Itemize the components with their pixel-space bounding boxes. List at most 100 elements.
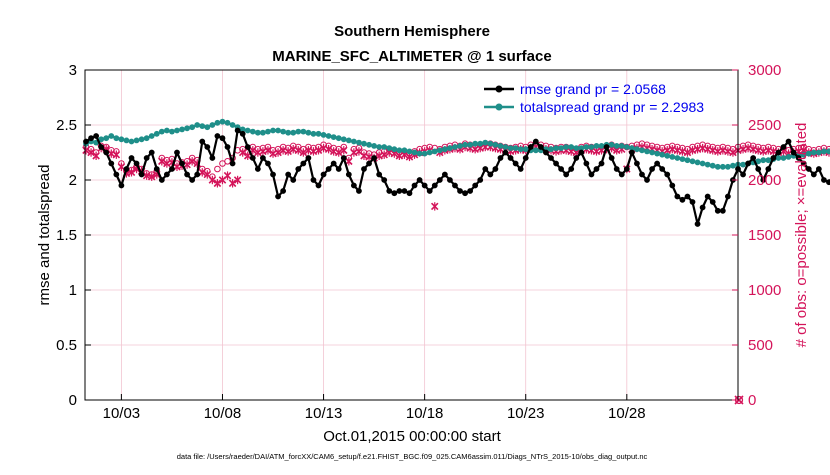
rmse-point (93, 133, 100, 139)
rmse-point (497, 155, 504, 161)
rmse-point (320, 171, 327, 178)
rmse-point (482, 166, 489, 172)
rmse-point (123, 166, 130, 172)
rmse-point (265, 160, 271, 167)
rmse-point (163, 171, 170, 178)
obs-evaluated-point (233, 175, 242, 185)
rmse-point (659, 166, 666, 172)
spread-point (315, 130, 322, 137)
rmse-point (376, 171, 383, 178)
rmse-point (543, 149, 549, 156)
rmse-point (699, 204, 706, 211)
spread-point (340, 136, 347, 143)
spread-point (694, 159, 701, 166)
spread-point (684, 157, 691, 164)
rmse-point (447, 177, 453, 183)
rmse-point (275, 193, 281, 200)
tick-label-x: 10/03 (103, 405, 141, 422)
spread-point (639, 147, 645, 154)
rmse-point (290, 177, 297, 183)
rmse-point (118, 182, 125, 189)
obs-evaluated-point (87, 148, 95, 157)
obs-evaluated-point (340, 146, 348, 155)
rmse-point (345, 171, 352, 178)
tick-label-right: 1500 (748, 227, 781, 244)
spread-point (426, 149, 433, 156)
rmse-point (249, 155, 256, 161)
rmse-point (785, 138, 792, 145)
spread-point (396, 147, 403, 154)
spread-point (325, 133, 332, 139)
spread-point (345, 137, 352, 144)
footnote: data file: /Users/raeder/DAI/ATM_forcXX/… (177, 452, 648, 461)
rmse-point (639, 171, 645, 178)
spread-point (431, 148, 438, 155)
y-axis-label-left: rmse and totalspread (36, 165, 53, 306)
rmse-point (158, 177, 165, 183)
spread-point (138, 136, 145, 143)
rmse-point (98, 144, 105, 150)
spread-point (563, 144, 570, 150)
spread-point (376, 144, 383, 150)
spread-point (310, 130, 317, 137)
spread-point (371, 143, 377, 149)
obs-evaluated-point (294, 146, 303, 155)
spread-point (305, 129, 312, 136)
spread-point (821, 148, 827, 155)
rmse-point (613, 166, 620, 172)
rmse-point (426, 188, 433, 194)
spread-point (330, 134, 337, 141)
spread-point (406, 148, 413, 155)
spread-point (467, 141, 474, 148)
spread-point (568, 144, 575, 150)
x-axis-label: Oct.01,2015 00:00:00 start (323, 428, 501, 445)
y-axis-label-right: # of obs: o=possible; ×=evaluated (793, 123, 810, 348)
rmse-point (724, 193, 731, 200)
rmse-point (462, 190, 468, 197)
rmse-point (603, 144, 610, 150)
obs-evaluated-point (334, 148, 343, 157)
obs-evaluated-point (208, 175, 217, 185)
rmse-point (457, 188, 463, 194)
spread-point (386, 145, 393, 152)
tick-label-right: 1000 (748, 282, 781, 299)
rmse-point (270, 171, 276, 178)
rmse-point (593, 166, 600, 172)
spread-point (598, 143, 605, 149)
rmse-point (189, 177, 196, 183)
spread-point (699, 160, 706, 167)
spread-point (163, 127, 170, 134)
spread-point (532, 147, 539, 154)
rmse-point (174, 149, 180, 156)
spread-point (765, 157, 772, 164)
tick-label-right: 3000 (748, 62, 781, 79)
spread-point (805, 150, 812, 157)
spread-point (401, 147, 408, 154)
rmse-point (310, 177, 317, 183)
spread-point (558, 145, 565, 152)
obs-evaluated-point (314, 146, 323, 155)
spread-point (800, 151, 807, 158)
spread-point (719, 163, 726, 170)
rmse-point (209, 155, 216, 161)
rmse-point (411, 182, 418, 189)
obs-possible-point (224, 158, 231, 165)
spread-point (452, 144, 458, 150)
spread-point (285, 129, 292, 136)
tick-label-right: 500 (748, 337, 773, 354)
tick-label-x: 10/28 (608, 405, 646, 422)
rmse-point (790, 149, 797, 156)
rmse-point (719, 207, 726, 214)
spread-point (108, 133, 115, 139)
rmse-point (138, 171, 145, 178)
spread-point (482, 139, 489, 146)
spread-point (249, 128, 256, 135)
spread-point (462, 141, 468, 148)
tick-label-x: 10/13 (305, 405, 343, 422)
spread-point (275, 127, 281, 134)
tick-label-right: 2000 (748, 172, 781, 189)
spread-point (361, 140, 367, 147)
spread-point (118, 136, 125, 143)
spread-point (411, 149, 418, 156)
spread-point (441, 146, 448, 153)
